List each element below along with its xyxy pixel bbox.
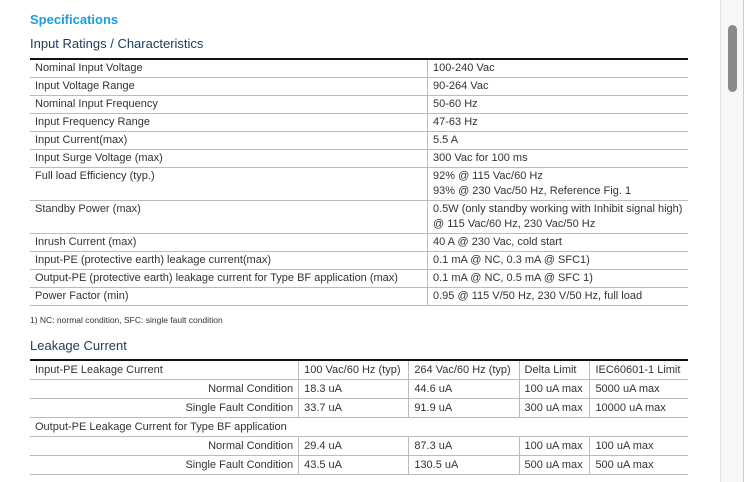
input-ratings-table: Nominal Input Voltage 100-240 Vac Input Vo…: [30, 58, 688, 306]
vertical-scrollbar[interactable]: [720, 0, 744, 482]
table-row: Normal Condition 18.3 uA 44.6 uA 100 uA max…: [30, 379, 688, 399]
section-title-input-ratings: Input Ratings / Characteristics: [30, 36, 204, 51]
spec-label: Input Voltage Range: [30, 77, 428, 96]
spec-value: 0.1 mA @ NC, 0.5 mA @ SFC 1): [427, 269, 688, 288]
cell-value: 500 uA max: [589, 455, 688, 475]
spec-label: Nominal Input Frequency: [30, 95, 428, 114]
spec-value: 300 Vac for 100 ms: [427, 149, 688, 168]
cell-value: 300 uA max: [519, 398, 591, 418]
spec-value: 90-264 Vac: [427, 77, 688, 96]
spec-label: Standby Power (max): [30, 200, 428, 234]
spec-value: 100-240 Vac: [427, 59, 688, 78]
cell-value: 43.5 uA: [298, 455, 410, 475]
table-row: Output-PE (protective earth) leakage cur…: [30, 269, 688, 288]
spec-value: 5.5 A: [427, 131, 688, 150]
cell-value: 91.9 uA: [408, 398, 520, 418]
table-row: Nominal Input Frequency 50-60 Hz: [30, 95, 688, 114]
cell-value: 500 uA max: [519, 455, 591, 475]
table-row: Nominal Input Voltage 100-240 Vac: [30, 59, 688, 78]
cell-value: 44.6 uA: [408, 379, 520, 399]
cell-value: 33.7 uA: [298, 398, 410, 418]
table-row: Input-PE (protective earth) leakage curr…: [30, 251, 688, 270]
group-row: Output-PE Leakage Current for Type BF ap…: [30, 417, 688, 437]
spec-value: 50-60 Hz: [427, 95, 688, 114]
spec-label: Input-PE (protective earth) leakage curr…: [30, 251, 428, 270]
spec-label: Inrush Current (max): [30, 233, 428, 252]
cell-value: 100 uA max: [519, 436, 591, 456]
spec-label: Input Frequency Range: [30, 113, 428, 132]
table-row: Single Fault Condition 43.5 uA 130.5 uA 500…: [30, 455, 688, 475]
row-label: Single Fault Condition: [30, 398, 300, 418]
section-title-leakage: Leakage Current: [30, 338, 127, 353]
spec-label: Input Current(max): [30, 131, 428, 150]
spec-label: Input Surge Voltage (max): [30, 149, 428, 168]
spec-value: 47-63 Hz: [427, 113, 688, 132]
spec-label: Nominal Input Voltage: [30, 59, 428, 78]
cell-value: Delta Limit: [519, 360, 591, 380]
table-row: Input Surge Voltage (max) 300 Vac for 100…: [30, 149, 688, 168]
table-row: Single Fault Condition 33.7 uA 91.9 uA 300 …: [30, 398, 688, 418]
cell-value: IEC60601-1 Limit: [589, 360, 688, 380]
cell-value: 100 uA max: [519, 379, 591, 399]
spec-label: Power Factor (min): [30, 287, 428, 306]
table-row: Standby Power (max) 0.5W (only standby wo…: [30, 200, 688, 234]
spec-label: Output-PE (protective earth) leakage cur…: [30, 269, 428, 288]
spec-label: Full load Efficiency (typ.): [30, 167, 428, 201]
cell-value: 10000 uA max: [589, 398, 688, 418]
scrollbar-thumb[interactable]: [728, 25, 737, 92]
cell-value: 100 Vac/60 Hz (typ): [298, 360, 410, 380]
spec-value: 0.1 mA @ NC, 0.3 mA @ SFC1): [427, 251, 688, 270]
table-row: Input Frequency Range 47-63 Hz: [30, 113, 688, 132]
spec-value: 40 A @ 230 Vac, cold start: [427, 233, 688, 252]
cell-value: 87.3 uA: [408, 436, 520, 456]
group-label: Output-PE Leakage Current for Type BF ap…: [30, 417, 299, 437]
cell-value: 264 Vac/60 Hz (typ): [408, 360, 520, 380]
cell-value: 100 uA max: [589, 436, 688, 456]
leakage-current-table: Input-PE Leakage Current 100 Vac/60 Hz (t…: [30, 359, 688, 475]
row-label: Normal Condition: [30, 436, 300, 456]
cell-value: 29.4 uA: [298, 436, 410, 456]
spec-value: 92% @ 115 Vac/60 Hz 93% @ 230 Vac/50 Hz,…: [427, 167, 688, 201]
table-row: Input-PE Leakage Current 100 Vac/60 Hz (t…: [30, 360, 688, 380]
table-row: Normal Condition 29.4 uA 87.3 uA 100 uA max…: [30, 436, 688, 456]
table-row: Power Factor (min) 0.95 @ 115 V/50 Hz, 23…: [30, 287, 688, 306]
row-label: Single Fault Condition: [30, 455, 300, 475]
cell-value: 18.3 uA: [298, 379, 410, 399]
table-row: Full load Efficiency (typ.) 92% @ 115 Vac…: [30, 167, 688, 201]
row-label: Normal Condition: [30, 379, 300, 399]
cell-value: 5000 uA max: [589, 379, 688, 399]
cell-value: 130.5 uA: [408, 455, 520, 475]
spec-value: 0.95 @ 115 V/50 Hz, 230 V/50 Hz, full lo…: [427, 287, 688, 306]
page-title: Specifications: [30, 12, 119, 27]
empty-cell: [298, 417, 688, 437]
row-label: Input-PE Leakage Current: [30, 360, 300, 380]
footnote: 1) NC: normal condition, SFC: single fau…: [30, 315, 223, 325]
table-row: Input Voltage Range 90-264 Vac: [30, 77, 688, 96]
spec-value: 0.5W (only standby working with Inhibit …: [427, 200, 688, 234]
table-row: Input Current(max) 5.5 A: [30, 131, 688, 150]
table-row: Inrush Current (max) 40 A @ 230 Vac, cold…: [30, 233, 688, 252]
